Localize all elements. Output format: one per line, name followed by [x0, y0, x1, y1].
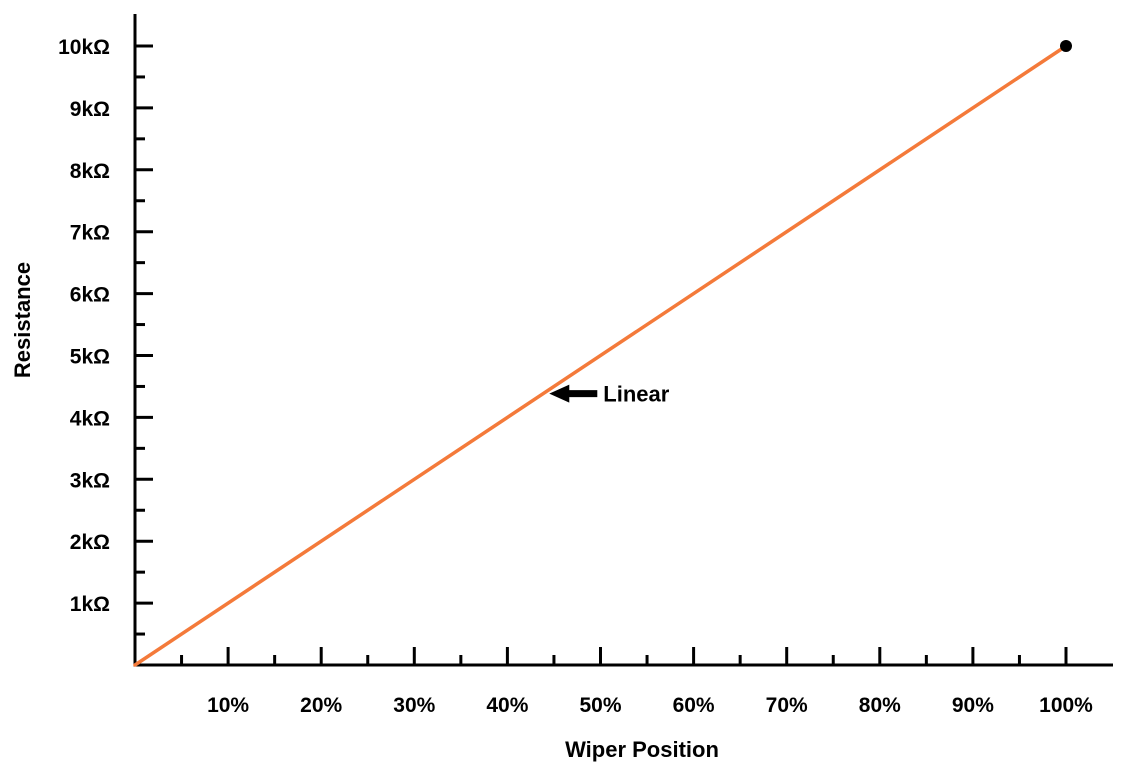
- series-line-linear: [133, 44, 1068, 667]
- annotation-label: Linear: [603, 382, 669, 407]
- x-tick-label: 80%: [859, 694, 901, 717]
- y-tick-label: 2kΩ: [70, 531, 110, 554]
- y-tick-label: 1kΩ: [70, 593, 110, 616]
- x-tick-label: 100%: [1039, 694, 1093, 717]
- y-tick-label: 10kΩ: [58, 36, 110, 59]
- y-tick-label: 9kΩ: [70, 98, 110, 121]
- axes: [133, 14, 1113, 667]
- y-tick-label: 6kΩ: [70, 284, 110, 307]
- end-point-marker: [1060, 40, 1072, 52]
- ticks: [134, 44, 1068, 666]
- y-tick-label: 4kΩ: [70, 407, 110, 430]
- y-axis-title: Resistance: [10, 262, 35, 378]
- labels: 1kΩ 2kΩ 3kΩ 4kΩ 5kΩ 6kΩ 7kΩ 8kΩ 9kΩ 10kΩ 10% 20% 30%…: [10, 36, 1093, 762]
- y-tick-label: 3kΩ: [70, 469, 110, 492]
- x-tick-label: 20%: [300, 694, 342, 717]
- annotation-arrow-head: [549, 384, 570, 403]
- x-tick-label: 50%: [579, 694, 621, 717]
- x-tick-label: 40%: [486, 694, 528, 717]
- y-tick-label: 5kΩ: [70, 346, 110, 369]
- series-layer: [133, 40, 1072, 667]
- x-tick-label: 30%: [393, 694, 435, 717]
- y-tick-label: 7kΩ: [70, 222, 110, 245]
- x-tick-label: 60%: [673, 694, 715, 717]
- x-tick-label: 10%: [207, 694, 249, 717]
- x-tick-label: 90%: [952, 694, 994, 717]
- x-axis-title: Wiper Position: [565, 737, 719, 762]
- x-tick-label: 70%: [766, 694, 808, 717]
- y-tick-label: 8kΩ: [70, 160, 110, 183]
